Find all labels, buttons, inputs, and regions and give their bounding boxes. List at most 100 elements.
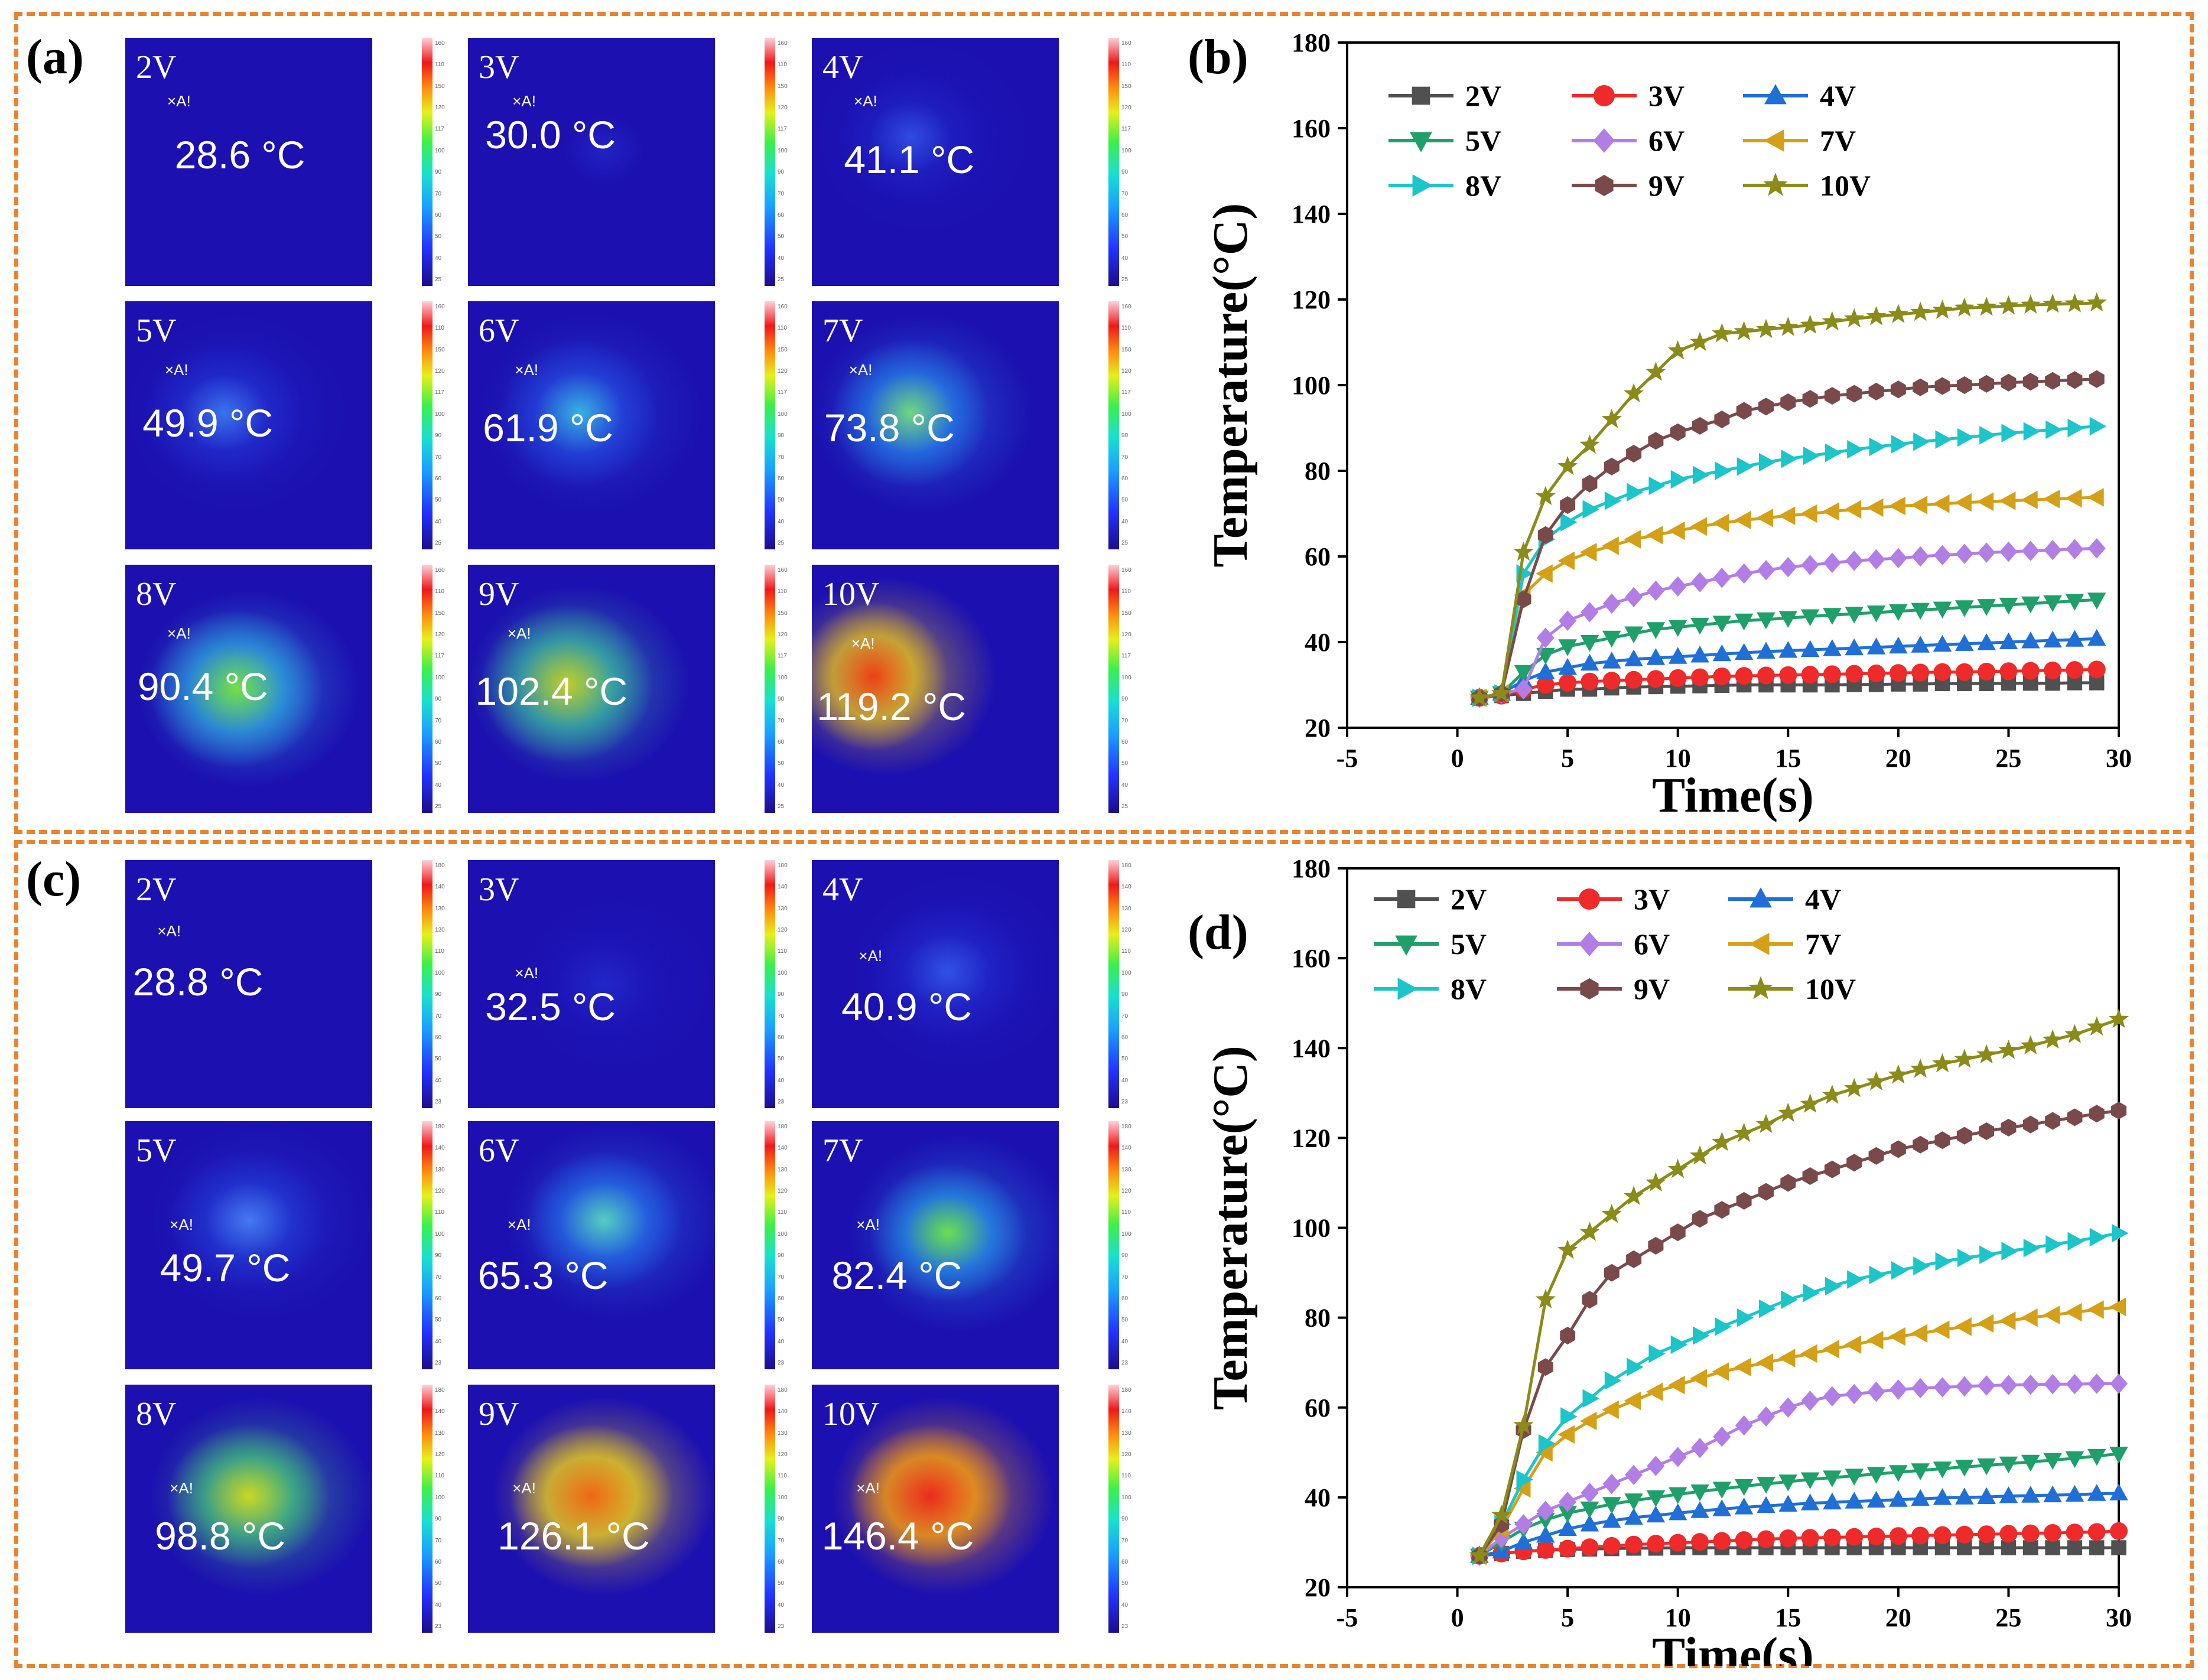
data-point: [1713, 1532, 1731, 1550]
data-point: [1604, 1264, 1620, 1282]
data-point: [1847, 440, 1864, 459]
data-point: [1602, 593, 1621, 614]
colorbar-tick-label: 40: [778, 782, 785, 789]
colorbar-tick-label: 150: [1121, 83, 1131, 90]
colorbar-tick-label: 120: [435, 105, 445, 112]
colorbar-tick-label: 25: [1121, 540, 1129, 546]
data-point: [1536, 676, 1555, 694]
colorbar-tick-label: 110: [1121, 588, 1131, 595]
data-point: [1998, 491, 2016, 510]
y-tick-label: 180: [1292, 854, 1331, 883]
legend-label: 7V: [1820, 124, 1856, 157]
legend-label: 5V: [1465, 124, 1501, 157]
data-point: [2066, 539, 2084, 559]
data-point: [1889, 548, 1907, 569]
data-point: [1691, 1438, 1709, 1458]
data-point: [1670, 470, 1688, 489]
data-point: [1536, 564, 1553, 583]
y-tick-label: 100: [1292, 371, 1331, 400]
data-point: [1822, 1340, 1839, 1359]
data-point: [1602, 1537, 1621, 1555]
data-point: [1998, 1311, 2016, 1330]
panel-frame-top: [14, 12, 2194, 834]
data-point: [1844, 1077, 1865, 1098]
data-point: [1535, 486, 1556, 506]
colorbar-tick-label: 100: [435, 674, 445, 681]
colorbar-tick-label: 100: [435, 147, 445, 154]
colorbar-tick-label: 180: [778, 1387, 788, 1394]
thermal-image-thermal_a-3V: 3V ×A! 30.0 °C: [468, 38, 715, 286]
data-point: [1998, 295, 2019, 315]
data-point: [1866, 1467, 1886, 1484]
colorbar-tick-label: 23: [435, 1099, 442, 1105]
temperature-chart-d: -5 0 5 10 15 20 25 30 20 40 60 80 100 120 140 160 180 Tim…: [1203, 854, 2132, 1666]
data-point: [1602, 672, 1621, 690]
data-point: [1801, 555, 1819, 575]
colorbar-tick-label: 25: [778, 276, 785, 283]
colorbar-tick-label: 140: [778, 1145, 788, 1152]
data-point: [1669, 669, 1687, 687]
data-point: [1559, 673, 1577, 692]
data-point: [2067, 371, 2083, 389]
temperature-readout: 102.4 °C: [475, 669, 628, 714]
data-point: [1778, 506, 1796, 525]
data-point: [1690, 646, 1709, 663]
temperature-readout: 98.8 °C: [155, 1514, 286, 1558]
data-point: [2021, 490, 2038, 509]
data-point: [1934, 1131, 1950, 1150]
data-point: [1737, 1308, 1754, 1327]
data-point: [1559, 610, 1577, 631]
data-point: [2086, 292, 2107, 312]
legend-label: 6V: [1634, 927, 1670, 961]
data-point: [1715, 461, 1732, 480]
data-point: [2110, 1373, 2128, 1394]
colorbar-tick-label: 160: [435, 304, 445, 310]
data-point: [1514, 665, 1533, 682]
legend-marker: [1764, 129, 1784, 152]
data-point: [2065, 1451, 2085, 1469]
data-point: [1469, 1545, 1490, 1565]
data-point: [1580, 1501, 1599, 1519]
colorbar-tick-label: 90: [1121, 1252, 1129, 1259]
colorbar-tick-label: 160: [1121, 567, 1131, 574]
colorbar-tick-label: 160: [435, 40, 445, 47]
data-point: [1693, 1326, 1710, 1345]
x-tick-label: 5: [1561, 744, 1574, 773]
measurement-marker: ×A!: [515, 964, 539, 982]
colorbar-tick-label: 130: [778, 1430, 788, 1437]
data-point: [2021, 1486, 2040, 1503]
colorbar-tick-label: 100: [1121, 969, 1131, 976]
panel-frame-bottom: [14, 840, 2194, 1668]
x-tick-label: 20: [1885, 1603, 1911, 1632]
colorbar-tick-label: 23: [778, 1360, 785, 1366]
colorbar-tick-label: 110: [778, 1473, 787, 1480]
data-point: [1803, 446, 1820, 465]
legend-label: 3V: [1634, 883, 1670, 916]
voltage-label: 10V: [822, 576, 880, 613]
data-point: [1889, 664, 1907, 682]
data-point: [2044, 1523, 2062, 1542]
data-point: [2089, 370, 2105, 388]
data-point: [1822, 311, 1842, 331]
data-point: [1845, 665, 1864, 683]
colorbar-tick-label: 90: [435, 169, 442, 176]
legend-label: 4V: [1820, 79, 1856, 112]
data-point: [1557, 1425, 1575, 1444]
data-point: [1734, 1479, 1754, 1496]
colorbar-tick-label: 23: [435, 1623, 442, 1630]
data-point: [1801, 666, 1819, 684]
data-point: [1845, 551, 1864, 571]
colorbar-tick-label: 110: [435, 1473, 444, 1480]
data-point: [1866, 1071, 1887, 1090]
x-axis-label: Time(s): [1652, 1627, 1814, 1666]
data-point: [1491, 683, 1512, 702]
data-point: [1734, 1497, 1754, 1515]
data-point: [1845, 607, 1864, 624]
data-point: [1778, 1102, 1799, 1122]
data-point: [1580, 1411, 1597, 1431]
data-point: [1910, 1324, 1928, 1343]
voltage-label: 7V: [822, 312, 863, 349]
legend-label: 5V: [1451, 927, 1487, 961]
colorbar-tick-label: 23: [435, 1360, 442, 1366]
colorbar-tick-label: 50: [1121, 1580, 1129, 1587]
